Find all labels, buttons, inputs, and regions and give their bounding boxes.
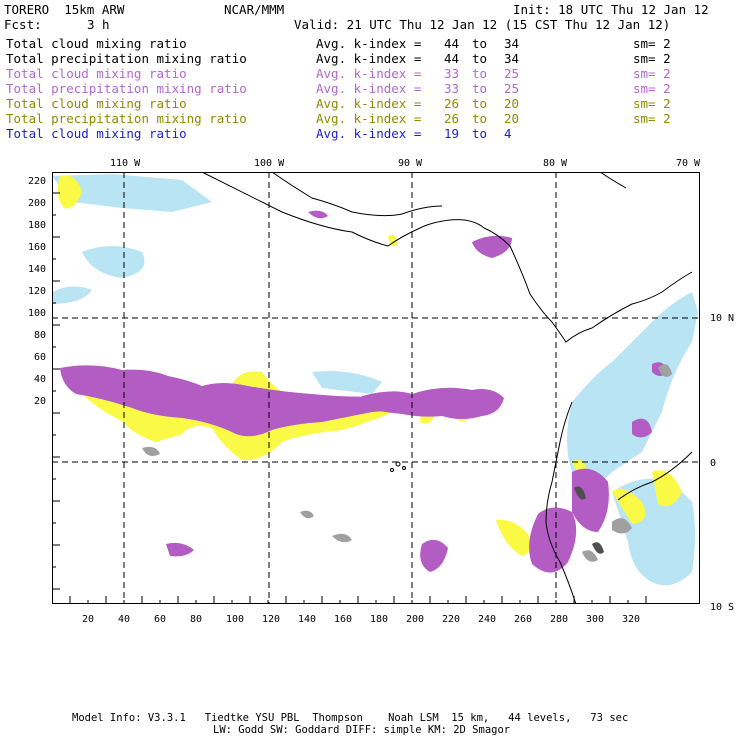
legend-field-4: Total cloud mixing ratio — [6, 96, 187, 111]
legend-field-1: Total precipitation mixing ratio — [6, 51, 247, 66]
legend-to-5: 20 — [504, 111, 520, 126]
init-time: Init: 18 UTC Thu 12 Jan 12 — [513, 2, 709, 17]
legend-sm-3: sm= 2 — [633, 81, 671, 96]
org-label: NCAR/MMM — [224, 2, 285, 17]
y-tick-label: 140 — [27, 264, 46, 275]
x-tick-label: 100 — [226, 614, 245, 625]
x-tick-label: 280 — [550, 614, 569, 625]
legend-sm-2: sm= 2 — [633, 66, 671, 81]
legend-to-word-5: to — [472, 111, 488, 126]
legend-sm-5: sm= 2 — [633, 111, 671, 126]
legend-to-word-4: to — [472, 96, 488, 111]
x-tick-label: 120 — [262, 614, 281, 625]
lon-label-100w: 100 W — [254, 158, 285, 169]
x-tick-label: 160 — [334, 614, 353, 625]
y-tick-label: 40 — [33, 374, 46, 385]
y-tick-label: 180 — [27, 220, 46, 231]
legend-to-2: 25 — [504, 66, 520, 81]
legend-index-label-2: Avg. k-index = — [316, 66, 422, 81]
y-tick-label: 100 — [27, 308, 46, 319]
y-tick-label: 20 — [33, 396, 46, 407]
legend-index-label-1: Avg. k-index = — [316, 51, 422, 66]
legend-index-label-5: Avg. k-index = — [316, 111, 422, 126]
legend-to-3: 25 — [504, 81, 520, 96]
lon-label-80w: 80 W — [543, 158, 568, 169]
legend-from-1: 44 — [444, 51, 460, 66]
legend-from-0: 44 — [444, 36, 460, 51]
x-tick-label: 200 — [406, 614, 425, 625]
legend-index-label-6: Avg. k-index = — [316, 126, 422, 141]
lon-label-90w: 90 W — [398, 158, 423, 169]
y-tick-label: 160 — [27, 242, 46, 253]
legend-sm-1: sm= 2 — [633, 51, 671, 66]
legend-to-4: 20 — [504, 96, 520, 111]
cloud-dark-areas — [574, 486, 604, 554]
x-tick-label: 180 — [370, 614, 389, 625]
legend-sm-0: sm= 2 — [633, 36, 671, 51]
x-tick-label: 220 — [442, 614, 461, 625]
model-info-line1: Model Info: V3.3.1 Tiedtke YSU PBL Thomp… — [72, 712, 629, 724]
valid-time: Valid: 21 UTC Thu 12 Jan 12 (15 CST Thu … — [294, 17, 671, 32]
forecast-map — [52, 172, 700, 604]
x-tick-label: 300 — [586, 614, 605, 625]
y-tick-label: 200 — [27, 198, 46, 209]
legend-sm-4: sm= 2 — [633, 96, 671, 111]
legend-to-word-1: to — [472, 51, 488, 66]
legend-to-word-3: to — [472, 81, 488, 96]
coastlines — [201, 172, 693, 604]
forecast-label: Fcst: — [4, 17, 42, 32]
y-tick-label: 80 — [33, 330, 46, 341]
forecast-hours: 3 h — [87, 17, 110, 32]
model-info-line2: LW: Godd SW: Goddard DIFF: simple KM: 2D… — [213, 724, 511, 736]
legend-from-3: 33 — [444, 81, 460, 96]
lon-label-110w: 110 W — [110, 158, 141, 169]
model-title: TORERO 15km ARW — [4, 2, 125, 17]
y-tick-label: 60 — [33, 352, 46, 363]
precip-purple-areas — [60, 210, 668, 573]
lat-label-0: 0 — [710, 458, 717, 469]
legend-field-2: Total cloud mixing ratio — [6, 66, 187, 81]
x-tick-label: 240 — [478, 614, 497, 625]
map-frame — [52, 172, 700, 604]
x-tick-label: 320 — [622, 614, 641, 625]
legend-field-3: Total precipitation mixing ratio — [6, 81, 247, 96]
y-tick-label: 220 — [27, 176, 46, 187]
legend-to-0: 34 — [504, 36, 520, 51]
x-tick-label: 40 — [118, 614, 131, 625]
x-tick-label: 140 — [298, 614, 317, 625]
legend-field-0: Total cloud mixing ratio — [6, 36, 187, 51]
legend-index-label-3: Avg. k-index = — [316, 81, 422, 96]
legend-from-4: 26 — [444, 96, 460, 111]
legend-index-label-4: Avg. k-index = — [316, 96, 422, 111]
lat-label-10s: 10 S — [710, 602, 735, 613]
x-tick-label: 60 — [154, 614, 167, 625]
legend-to-1: 34 — [504, 51, 520, 66]
cloud-gray-areas — [142, 364, 672, 562]
lat-label-10n: 10 N — [710, 313, 735, 324]
legend-to-6: 4 — [504, 126, 512, 141]
x-tick-label: 80 — [190, 614, 203, 625]
legend-to-word-2: to — [472, 66, 488, 81]
legend-index-label-0: Avg. k-index = — [316, 36, 422, 51]
legend-field-6: Total cloud mixing ratio — [6, 126, 187, 141]
y-tick-label: 120 — [27, 286, 46, 297]
x-tick-label: 260 — [514, 614, 533, 625]
legend-from-2: 33 — [444, 66, 460, 81]
lon-label-70w: 70 W — [676, 158, 701, 169]
legend-field-5: Total precipitation mixing ratio — [6, 111, 247, 126]
legend-to-word-6: to — [472, 126, 488, 141]
legend-from-6: 19 — [444, 126, 460, 141]
legend-from-5: 26 — [444, 111, 460, 126]
x-tick-label: 20 — [82, 614, 95, 625]
lat-lon-grid — [52, 172, 700, 604]
legend-to-word-0: to — [472, 36, 488, 51]
